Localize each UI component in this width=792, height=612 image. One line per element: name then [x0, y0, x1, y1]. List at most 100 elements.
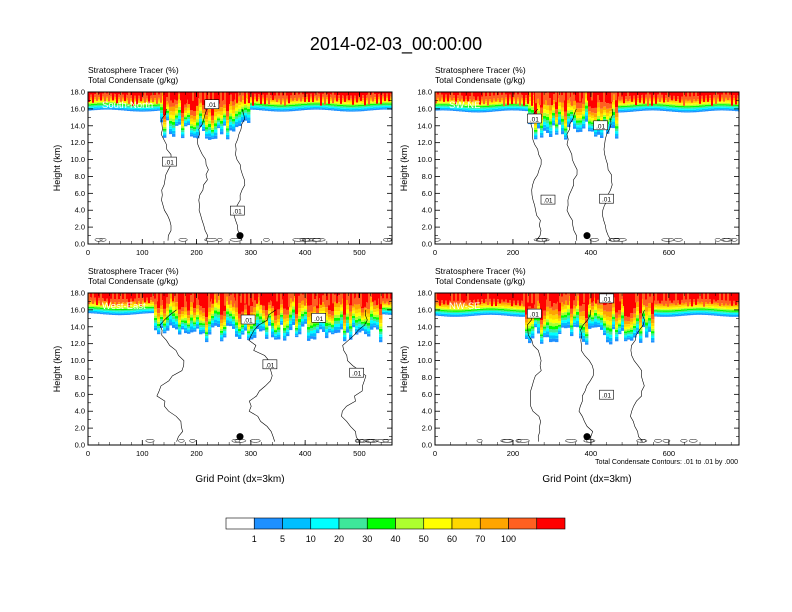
- tracer-column: [142, 95, 146, 99]
- tracer-column: [166, 328, 170, 331]
- tracer-column: [489, 102, 493, 105]
- tracer-column: [205, 321, 209, 326]
- tracer-column: [717, 106, 721, 108]
- tracer-column: [145, 293, 149, 298]
- tracer-column: [97, 107, 101, 109]
- tracer-column: [325, 100, 329, 103]
- tracer-column: [262, 109, 266, 111]
- tracer-column: [238, 331, 242, 333]
- y-tick-label: 12.0: [417, 138, 432, 147]
- tracer-column: [271, 104, 275, 107]
- tracer-column: [660, 92, 664, 95]
- tracer-column: [555, 338, 559, 343]
- tracer-column: [277, 102, 281, 104]
- tracer-column: [441, 104, 445, 106]
- tracer-column: [139, 310, 143, 312]
- tracer-column: [561, 302, 565, 307]
- tracer-column: [561, 92, 565, 96]
- tracer-column: [367, 333, 371, 337]
- tracer-column: [277, 110, 281, 112]
- tracer-column: [675, 106, 679, 109]
- tracer-column: [564, 300, 568, 306]
- x-tick-label: 100: [136, 248, 149, 257]
- tracer-column: [516, 97, 520, 100]
- tracer-column: [651, 109, 655, 111]
- tracer-column: [561, 124, 565, 128]
- tracer-column: [250, 102, 254, 104]
- tracer-column: [552, 329, 556, 333]
- tracer-column: [501, 299, 505, 303]
- tracer-column: [729, 104, 733, 106]
- tracer-column: [603, 323, 607, 326]
- panel-title-line-2: Total Condensate (g/kg): [88, 75, 178, 85]
- tracer-column: [465, 293, 469, 301]
- tracer-column: [250, 104, 254, 106]
- tracer-column: [705, 95, 709, 99]
- tracer-column: [379, 329, 383, 332]
- tracer-column: [190, 317, 194, 321]
- tracer-column: [127, 313, 131, 315]
- tracer-column: [241, 327, 245, 330]
- tracer-column: [133, 107, 137, 109]
- tracer-column: [558, 109, 562, 112]
- tracer-column: [465, 311, 469, 313]
- tracer-column: [304, 309, 308, 312]
- tracer-column: [630, 105, 634, 107]
- tracer-column: [498, 109, 502, 112]
- tracer-column: [642, 105, 646, 107]
- tracer-column: [489, 298, 493, 302]
- tracer-column: [226, 308, 230, 312]
- tracer-column: [232, 105, 236, 110]
- tracer-column: [573, 117, 577, 121]
- tracer-column: [148, 103, 152, 106]
- tracer-column: [600, 322, 604, 325]
- tracer-column: [540, 123, 544, 126]
- tracer-column: [546, 315, 550, 320]
- tracer-column: [310, 105, 314, 108]
- tracer-column: [169, 315, 173, 320]
- tracer-column: [684, 111, 688, 113]
- tracer-column: [513, 109, 517, 111]
- y-tick-label: 10.0: [70, 356, 85, 365]
- tracer-column: [480, 313, 484, 316]
- tracer-column: [166, 320, 170, 323]
- tracer-column: [591, 301, 595, 307]
- tracer-column: [477, 106, 481, 108]
- tracer-column: [450, 105, 454, 107]
- tracer-column: [648, 326, 652, 330]
- tracer-column: [316, 104, 320, 106]
- tracer-column: [118, 107, 122, 109]
- tracer-column: [238, 329, 242, 331]
- tracer-column: [196, 326, 200, 329]
- tracer-column: [265, 322, 269, 326]
- tracer-column: [525, 337, 529, 339]
- tracer-column: [684, 109, 688, 112]
- tracer-column: [280, 109, 284, 111]
- tracer-column: [513, 303, 517, 306]
- tracer-column: [504, 299, 508, 303]
- tracer-column: [630, 109, 634, 111]
- tracer-column: [582, 323, 586, 327]
- tracer-column: [220, 118, 224, 121]
- tracer-column: [549, 293, 553, 301]
- tracer-streak: [627, 92, 629, 102]
- tracer-column: [262, 328, 266, 331]
- tracer-column: [483, 313, 487, 315]
- tracer-column: [552, 303, 556, 311]
- tracer-column: [241, 332, 245, 335]
- tracer-column: [265, 108, 269, 110]
- tracer-column: [193, 129, 197, 132]
- tracer-column: [732, 100, 736, 102]
- tracer-column: [495, 305, 499, 308]
- tracer-column: [633, 317, 637, 321]
- tracer-column: [627, 316, 631, 322]
- y-tick-label: 6.0: [75, 189, 85, 198]
- tracer-streak: [232, 92, 234, 102]
- tracer-column: [115, 310, 119, 312]
- tracer-column: [256, 326, 260, 330]
- tracer-column: [370, 302, 374, 307]
- tracer-streak: [619, 92, 621, 101]
- tracer-streak: [136, 92, 138, 105]
- tracer-column: [687, 312, 691, 314]
